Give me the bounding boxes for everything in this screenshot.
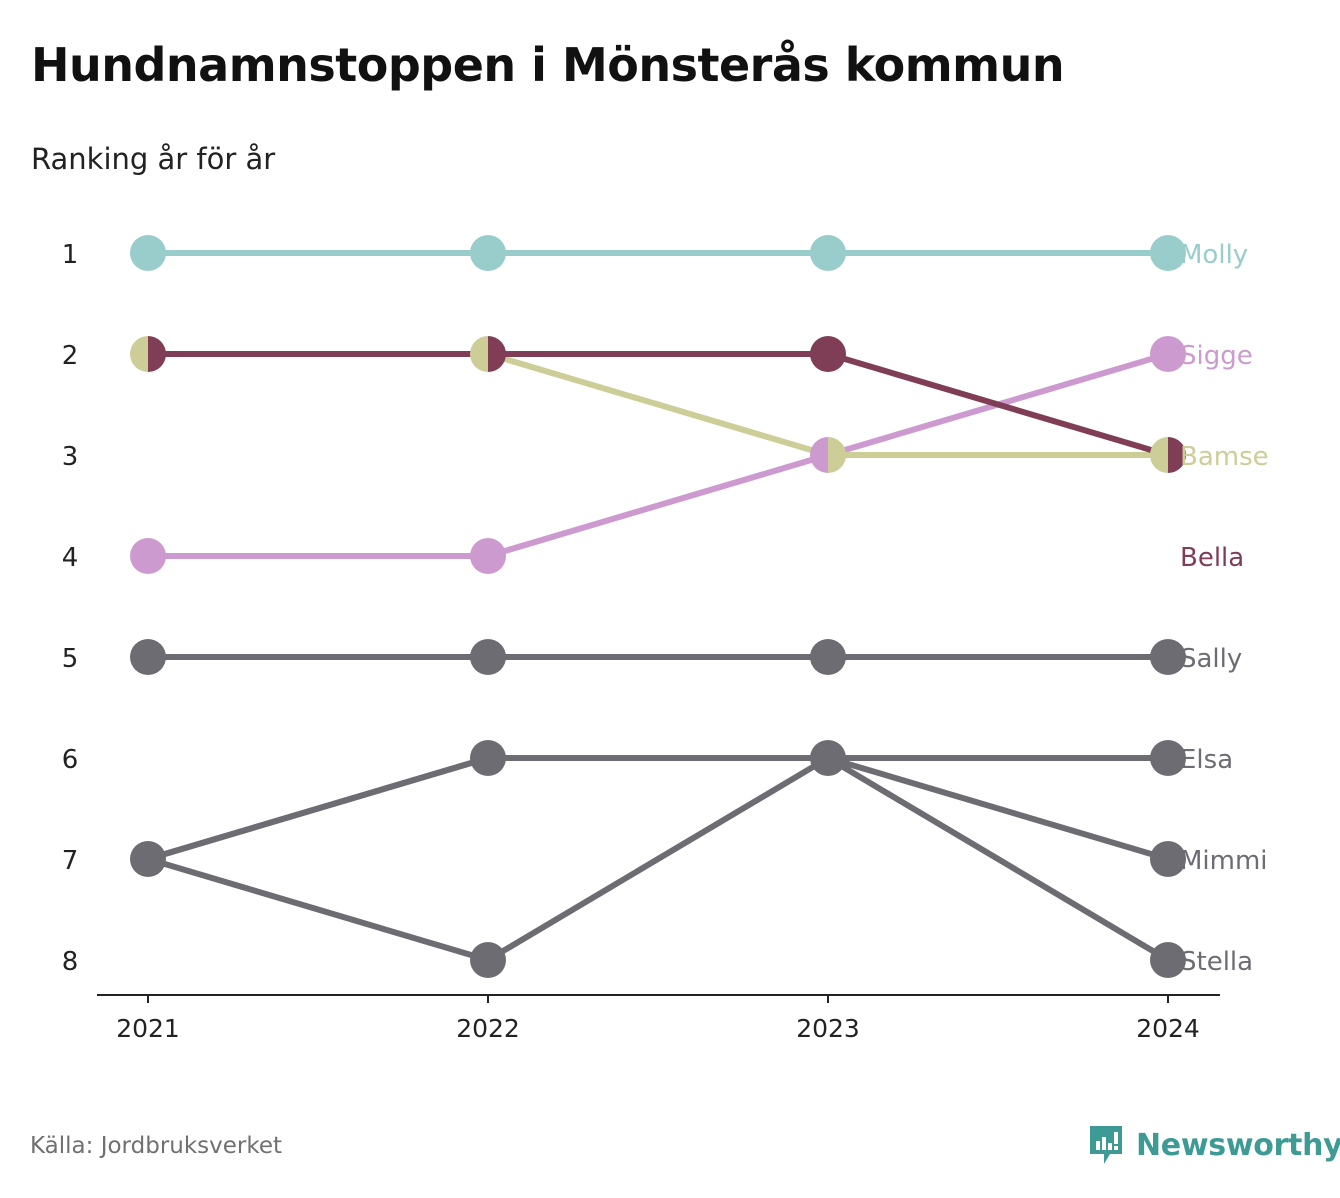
series-line-stella [145, 755, 1171, 963]
data-point-sigge-2024 [1150, 336, 1186, 372]
series-label-elsa: Elsa [1180, 745, 1233, 775]
data-point-elsa-mimmi-2022 [470, 740, 506, 776]
axis-layer: 1 2 3 4 5 6 7 8 2021 2022 2023 2024 [62, 240, 1220, 1043]
series-points [130, 235, 1186, 978]
data-point-molly-2022 [470, 235, 506, 271]
data-point-sally-2021 [130, 639, 166, 675]
data-point-bamse-bella-2024-left [1150, 437, 1168, 473]
data-point-elsa-mimmi-stella-2021 [130, 841, 166, 877]
data-point-sally-2024 [1150, 639, 1186, 675]
data-point-bamse-bella-2022-right [488, 336, 506, 372]
x-tick-label-2024: 2024 [1136, 1014, 1200, 1043]
data-point-stella-2024 [1150, 942, 1186, 978]
y-tick-label-3: 3 [62, 442, 79, 472]
series-line-mimmi [145, 755, 1171, 862]
x-tick-label-2022: 2022 [456, 1014, 520, 1043]
data-point-stella-2022 [470, 942, 506, 978]
data-point-sigge-bamse-2023-right [828, 437, 846, 473]
data-point-molly-2023 [810, 235, 846, 271]
y-tick-label-1: 1 [62, 240, 79, 270]
x-tick-label-2021: 2021 [116, 1014, 180, 1043]
data-point-bella-2023 [810, 336, 846, 372]
x-tick-label-2023: 2023 [796, 1014, 860, 1043]
series-label-sigge: Sigge [1180, 341, 1253, 371]
y-tick-label-5: 5 [62, 644, 79, 674]
data-point-molly-2024 [1150, 235, 1186, 271]
data-point-bamse-bella-2021-left [130, 336, 148, 372]
chart-subtitle: Ranking år för år [31, 142, 276, 176]
y-tick-label-6: 6 [62, 745, 79, 775]
series-line-elsa [145, 755, 1171, 862]
series-label-mimmi: Mimmi [1180, 846, 1268, 876]
data-point-elsa-2024 [1150, 740, 1186, 776]
source-note: Källa: Jordbruksverket [30, 1133, 283, 1159]
series-line-bella [145, 351, 1171, 458]
data-point-sigge-bamse-2023-left [810, 437, 828, 473]
series-label-stella: Stella [1180, 947, 1253, 977]
data-point-mimmi-2024 [1150, 841, 1186, 877]
brand-name: Newsworthy [1136, 1127, 1340, 1163]
y-tick-label-8: 8 [62, 947, 79, 977]
series-labels: Molly Sigge Bamse Bella Sally Elsa Mimmi Stella [1180, 240, 1269, 977]
y-tick-label-4: 4 [62, 543, 79, 573]
data-point-bamse-bella-2024-right [1168, 437, 1186, 473]
data-point-elsa-mimmi-stella-2023 [810, 740, 846, 776]
data-point-sally-2023 [810, 639, 846, 675]
data-point-bamse-bella-2022-left [470, 336, 488, 372]
data-point-molly-2021 [130, 235, 166, 271]
data-point-sigge-2021 [130, 538, 166, 574]
y-tick-label-7: 7 [62, 846, 79, 876]
data-point-sally-2022 [470, 639, 506, 675]
series-label-bella: Bella [1180, 543, 1244, 573]
series-label-sally: Sally [1180, 644, 1242, 674]
data-point-bamse-bella-2021-right [148, 336, 166, 372]
y-tick-label-2: 2 [62, 341, 79, 371]
series-lines [145, 250, 1171, 963]
series-label-molly: Molly [1180, 240, 1248, 270]
brand-logo[interactable]: Newsworthy [1088, 1124, 1340, 1166]
chart-title: Hundnamnstoppen i Mönsterås kommun [31, 38, 1065, 92]
data-point-sigge-2022 [470, 538, 506, 574]
series-line-bamse [145, 351, 1171, 458]
series-label-bamse: Bamse [1180, 442, 1269, 472]
newsworthy-logo-icon [1090, 1126, 1122, 1164]
